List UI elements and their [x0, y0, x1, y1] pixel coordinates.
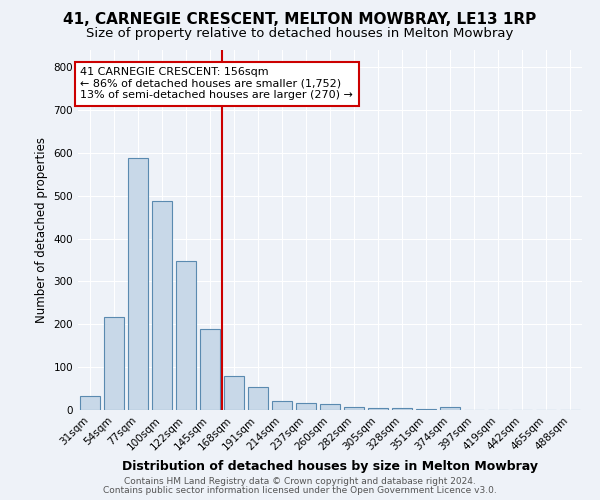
Text: Contains HM Land Registry data © Crown copyright and database right 2024.: Contains HM Land Registry data © Crown c… [124, 477, 476, 486]
Bar [368, 408, 388, 410]
Text: Contains public sector information licensed under the Open Government Licence v3: Contains public sector information licen… [103, 486, 497, 495]
Bar [224, 376, 244, 410]
Bar [152, 201, 172, 410]
Bar [128, 158, 148, 410]
Y-axis label: Number of detached properties: Number of detached properties [35, 137, 48, 323]
Bar [80, 396, 100, 410]
Bar [104, 316, 124, 410]
Bar [176, 261, 196, 410]
Bar [200, 328, 220, 410]
Bar [440, 406, 460, 410]
Text: 41 CARNEGIE CRESCENT: 156sqm
← 86% of detached houses are smaller (1,752)
13% of: 41 CARNEGIE CRESCENT: 156sqm ← 86% of de… [80, 67, 353, 100]
Bar [344, 407, 364, 410]
Bar [320, 404, 340, 410]
Bar [248, 388, 268, 410]
Bar [416, 408, 436, 410]
Text: Size of property relative to detached houses in Melton Mowbray: Size of property relative to detached ho… [86, 28, 514, 40]
X-axis label: Distribution of detached houses by size in Melton Mowbray: Distribution of detached houses by size … [122, 460, 538, 473]
Bar [296, 402, 316, 410]
Text: 41, CARNEGIE CRESCENT, MELTON MOWBRAY, LE13 1RP: 41, CARNEGIE CRESCENT, MELTON MOWBRAY, L… [64, 12, 536, 28]
Bar [392, 408, 412, 410]
Bar [272, 402, 292, 410]
